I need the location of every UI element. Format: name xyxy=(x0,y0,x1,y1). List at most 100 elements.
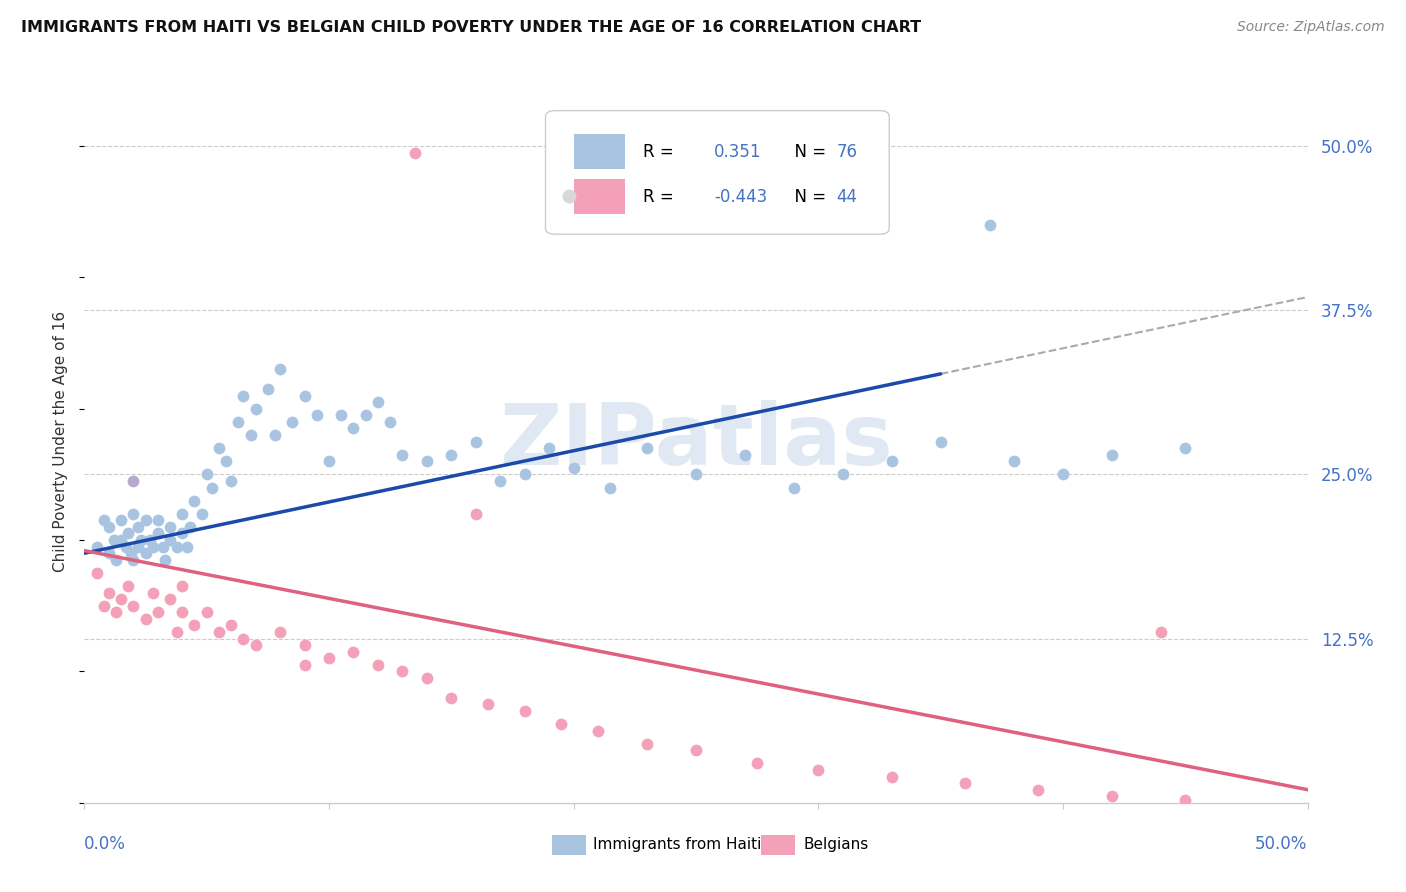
Point xyxy=(489,474,512,488)
Point xyxy=(142,585,165,599)
Point xyxy=(783,481,806,495)
Point xyxy=(152,540,174,554)
Point xyxy=(477,698,499,712)
Point xyxy=(129,533,152,547)
Text: R =: R = xyxy=(644,143,679,161)
Point xyxy=(146,513,169,527)
Point xyxy=(122,507,145,521)
Point xyxy=(195,605,218,619)
Point xyxy=(979,218,1001,232)
Point xyxy=(734,448,756,462)
Point xyxy=(550,717,572,731)
Point xyxy=(245,401,267,416)
Point xyxy=(122,474,145,488)
Point xyxy=(1101,448,1123,462)
Point xyxy=(166,540,188,554)
Point xyxy=(172,526,194,541)
Point xyxy=(318,454,340,468)
Point xyxy=(103,533,125,547)
Text: Belgians: Belgians xyxy=(804,838,869,852)
Point xyxy=(929,434,952,449)
Point xyxy=(122,553,145,567)
Point xyxy=(1174,441,1197,455)
Point xyxy=(685,743,707,757)
Point xyxy=(880,770,903,784)
Point xyxy=(135,513,157,527)
Point xyxy=(953,776,976,790)
Point xyxy=(562,460,585,475)
Point xyxy=(380,415,402,429)
Point xyxy=(179,520,201,534)
Point xyxy=(599,481,621,495)
Text: 0.351: 0.351 xyxy=(714,143,762,161)
Point xyxy=(239,428,262,442)
Point xyxy=(97,546,120,560)
FancyBboxPatch shape xyxy=(551,835,586,855)
Point xyxy=(1174,793,1197,807)
Point xyxy=(636,441,658,455)
Point xyxy=(127,540,149,554)
Point xyxy=(139,533,162,547)
Point xyxy=(342,421,364,435)
Point xyxy=(440,690,463,705)
Point xyxy=(636,737,658,751)
Point xyxy=(464,434,486,449)
Point xyxy=(183,493,205,508)
Point xyxy=(831,467,853,482)
Point xyxy=(1002,454,1025,468)
Text: ZIPatlas: ZIPatlas xyxy=(499,400,893,483)
Point xyxy=(183,618,205,632)
Point xyxy=(1052,467,1074,482)
Point xyxy=(159,533,181,547)
Point xyxy=(880,454,903,468)
Point xyxy=(172,605,194,619)
Point xyxy=(176,540,198,554)
Point xyxy=(153,553,176,567)
Point xyxy=(110,592,132,607)
Point xyxy=(294,638,316,652)
Point xyxy=(105,605,128,619)
Point xyxy=(807,763,830,777)
Point xyxy=(122,599,145,613)
Point xyxy=(93,513,115,527)
Text: Immigrants from Haiti: Immigrants from Haiti xyxy=(593,838,762,852)
Point xyxy=(208,625,231,640)
Point xyxy=(172,507,194,521)
Point xyxy=(219,474,242,488)
Point xyxy=(464,507,486,521)
Point xyxy=(159,592,181,607)
Point xyxy=(110,513,132,527)
FancyBboxPatch shape xyxy=(574,179,626,214)
Point xyxy=(747,756,769,771)
Point xyxy=(159,520,181,534)
Point xyxy=(117,526,139,541)
Point xyxy=(513,704,536,718)
Text: 44: 44 xyxy=(837,187,858,205)
Y-axis label: Child Poverty Under the Age of 16: Child Poverty Under the Age of 16 xyxy=(53,311,69,572)
Point xyxy=(166,625,188,640)
Point xyxy=(172,579,194,593)
Point xyxy=(208,441,231,455)
Point xyxy=(219,618,242,632)
FancyBboxPatch shape xyxy=(761,835,794,855)
Point xyxy=(513,467,536,482)
Point xyxy=(135,546,157,560)
Point xyxy=(135,612,157,626)
Point xyxy=(685,467,707,482)
Point xyxy=(709,218,731,232)
Text: 50.0%: 50.0% xyxy=(1256,835,1308,854)
Point xyxy=(330,409,353,423)
Point xyxy=(232,632,254,646)
Point xyxy=(195,467,218,482)
Text: R =: R = xyxy=(644,187,679,205)
FancyBboxPatch shape xyxy=(574,135,626,169)
Point xyxy=(117,579,139,593)
Point xyxy=(416,671,439,685)
Point xyxy=(86,566,108,580)
Point xyxy=(281,415,304,429)
Point xyxy=(142,540,165,554)
Text: 0.0%: 0.0% xyxy=(84,835,127,854)
Text: IMMIGRANTS FROM HAITI VS BELGIAN CHILD POVERTY UNDER THE AGE OF 16 CORRELATION C: IMMIGRANTS FROM HAITI VS BELGIAN CHILD P… xyxy=(21,20,921,35)
Point xyxy=(318,651,340,665)
Point xyxy=(232,388,254,402)
